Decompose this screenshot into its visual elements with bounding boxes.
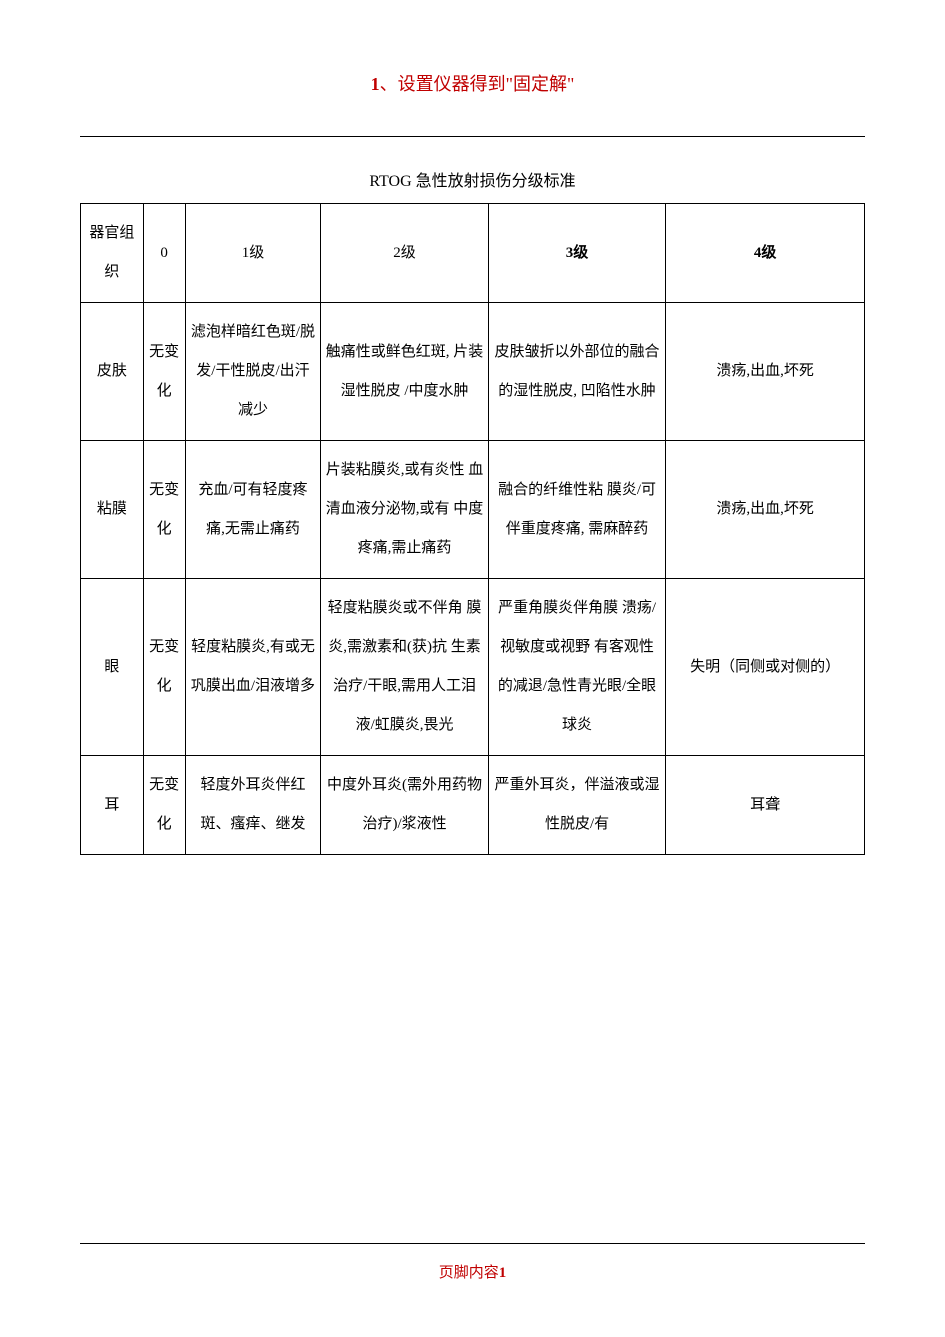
- footer-divider: [80, 1243, 865, 1244]
- cell-g2: 触痛性或鲜色红斑, 片装湿性脱皮 /中度水肿: [321, 303, 488, 441]
- cell-g2: 中度外耳炎(需外用药物治疗)/浆液性: [321, 756, 488, 855]
- cell-g4: 溃疡,出血,坏死: [666, 441, 865, 579]
- header-divider: [80, 136, 865, 137]
- cell-g3: 皮肤皱折以外部位的融合的湿性脱皮, 凹陷性水肿: [488, 303, 666, 441]
- cell-g2: 轻度粘膜炎或不伴角 膜炎,需激素和(获)抗 生素治疗/干眼,需用人工泪液/虹膜炎…: [321, 579, 488, 756]
- col-grade3: 3级: [488, 204, 666, 303]
- cell-g3: 严重外耳炎，伴溢液或湿性脱皮/有: [488, 756, 666, 855]
- cell-g3: 严重角膜炎伴角膜 溃疡/视敏度或视野 有客观性的减退/急性青光眼/全眼球炎: [488, 579, 666, 756]
- cell-g0: 无变化: [143, 756, 185, 855]
- document-page: 1、设置仪器得到"固定解" RTOG 急性放射损伤分级标准 器官组织 0 1级 …: [0, 0, 945, 1337]
- caption-latin: RTOG: [369, 173, 411, 190]
- cell-organ: 粘膜: [81, 441, 144, 579]
- col-grade0: 0: [143, 204, 185, 303]
- cell-g1: 轻度外耳炎伴红斑、瘙痒、继发: [185, 756, 321, 855]
- table-caption: RTOG 急性放射损伤分级标准: [80, 167, 865, 191]
- header-text: 设置仪器得到"固定解": [398, 74, 575, 94]
- cell-organ: 皮肤: [81, 303, 144, 441]
- table-header-row: 器官组织 0 1级 2级 3级 4级: [81, 204, 865, 303]
- page-footer: 页脚内容1: [0, 1261, 945, 1282]
- table-row: 耳 无变化 轻度外耳炎伴红斑、瘙痒、继发 中度外耳炎(需外用药物治疗)/浆液性 …: [81, 756, 865, 855]
- cell-g4: 耳聋: [666, 756, 865, 855]
- cell-g1: 滤泡样暗红色斑/脱发/干性脱皮/出汗减少: [185, 303, 321, 441]
- footer-page-number: 1: [499, 1265, 507, 1281]
- table-row: 粘膜 无变化 充血/可有轻度疼痛,无需止痛药 片装粘膜炎,或有炎性 血清血液分泌…: [81, 441, 865, 579]
- caption-rest: 急性放射损伤分级标准: [412, 173, 576, 190]
- table-row: 皮肤 无变化 滤泡样暗红色斑/脱发/干性脱皮/出汗减少 触痛性或鲜色红斑, 片装…: [81, 303, 865, 441]
- cell-organ: 眼: [81, 579, 144, 756]
- table-body: 皮肤 无变化 滤泡样暗红色斑/脱发/干性脱皮/出汗减少 触痛性或鲜色红斑, 片装…: [81, 303, 865, 855]
- col-grade4: 4级: [666, 204, 865, 303]
- col-grade2: 2级: [321, 204, 488, 303]
- cell-g1: 充血/可有轻度疼痛,无需止痛药: [185, 441, 321, 579]
- header-separator: 、: [380, 74, 398, 94]
- cell-g4: 失明（同侧或对侧的）: [666, 579, 865, 756]
- cell-g3: 融合的纤维性粘 膜炎/可伴重度疼痛, 需麻醉药: [488, 441, 666, 579]
- col-grade1: 1级: [185, 204, 321, 303]
- rtog-grading-table: 器官组织 0 1级 2级 3级 4级 皮肤 无变化 滤泡样暗红色斑/脱发/干性脱…: [80, 203, 865, 855]
- cell-g0: 无变化: [143, 579, 185, 756]
- cell-g1: 轻度粘膜炎,有或无巩膜出血/泪液增多: [185, 579, 321, 756]
- cell-g2: 片装粘膜炎,或有炎性 血清血液分泌物,或有 中度疼痛,需止痛药: [321, 441, 488, 579]
- table-row: 眼 无变化 轻度粘膜炎,有或无巩膜出血/泪液增多 轻度粘膜炎或不伴角 膜炎,需激…: [81, 579, 865, 756]
- cell-g0: 无变化: [143, 441, 185, 579]
- cell-g0: 无变化: [143, 303, 185, 441]
- col-organ: 器官组织: [81, 204, 144, 303]
- footer-text: 页脚内容: [439, 1265, 499, 1281]
- page-header: 1、设置仪器得到"固定解": [80, 70, 865, 96]
- cell-g4: 溃疡,出血,坏死: [666, 303, 865, 441]
- header-number: 1: [371, 74, 380, 94]
- cell-organ: 耳: [81, 756, 144, 855]
